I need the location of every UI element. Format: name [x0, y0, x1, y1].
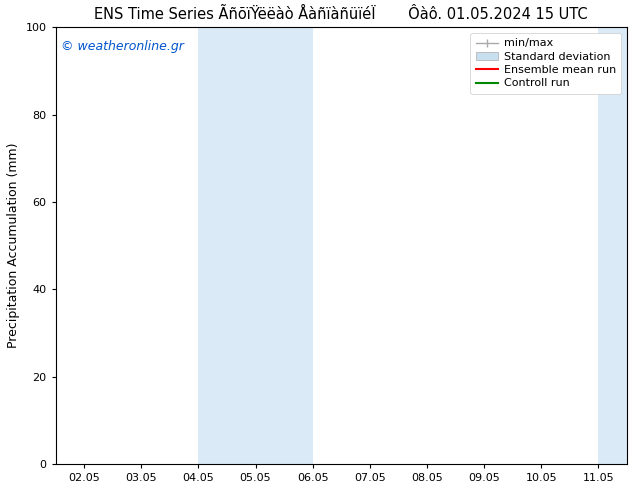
- Text: © weatheronline.gr: © weatheronline.gr: [61, 40, 184, 53]
- Legend: min/max, Standard deviation, Ensemble mean run, Controll run: min/max, Standard deviation, Ensemble me…: [470, 33, 621, 94]
- Bar: [598, 27, 634, 464]
- Bar: [198, 27, 313, 464]
- Y-axis label: Precipitation Accumulation (mm): Precipitation Accumulation (mm): [7, 143, 20, 348]
- Title: ENS Time Series ÃñõïŸëëàò ÅàñïàñüïéÏ       Ôàô. 01.05.2024 15 UTC: ENS Time Series ÃñõïŸëëàò ÅàñïàñüïéÏ Ôàô…: [94, 7, 588, 22]
